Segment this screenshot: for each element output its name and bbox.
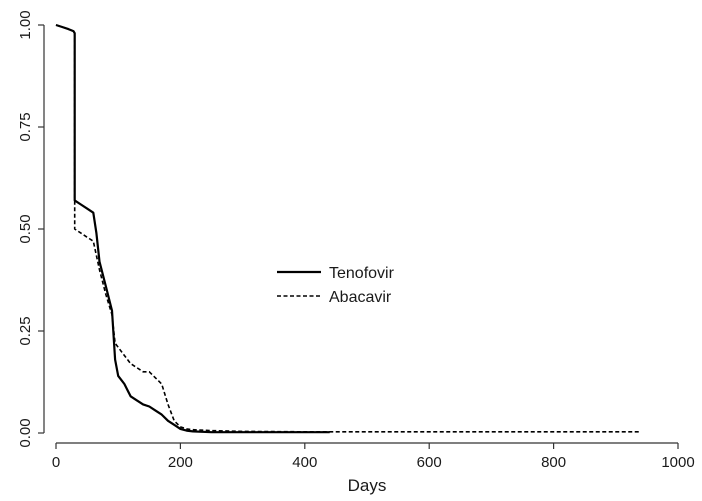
series-line-abacavir (55, 24, 641, 433)
y-tick-label: 1.00 (17, 10, 34, 39)
x-tick-label: 400 (292, 454, 317, 471)
y-tick-label: 0.75 (17, 112, 34, 141)
x-tick-label: 800 (541, 454, 566, 471)
legend-label-abacavir: Abacavir (329, 289, 392, 306)
x-tick-label: 200 (168, 454, 193, 471)
y-tick-label: 0.50 (17, 214, 34, 243)
x-tick-label: 600 (417, 454, 442, 471)
x-tick-label: 1000 (661, 454, 694, 471)
y-tick-label: 0.25 (17, 316, 34, 345)
series-line-tenofovir (55, 23, 330, 434)
axes-layer: 0 200 400 600 800 1000 0.00 0.25 0.50 0.75 1.00 (17, 10, 695, 471)
x-tick-label: 0 (52, 454, 60, 471)
y-tick-label: 0.00 (17, 418, 34, 447)
legend: Tenofovir Abacavir (277, 265, 395, 306)
x-axis-title: Days (348, 476, 387, 495)
legend-label-tenofovir: Tenofovir (329, 265, 395, 282)
series-layer (55, 23, 641, 434)
